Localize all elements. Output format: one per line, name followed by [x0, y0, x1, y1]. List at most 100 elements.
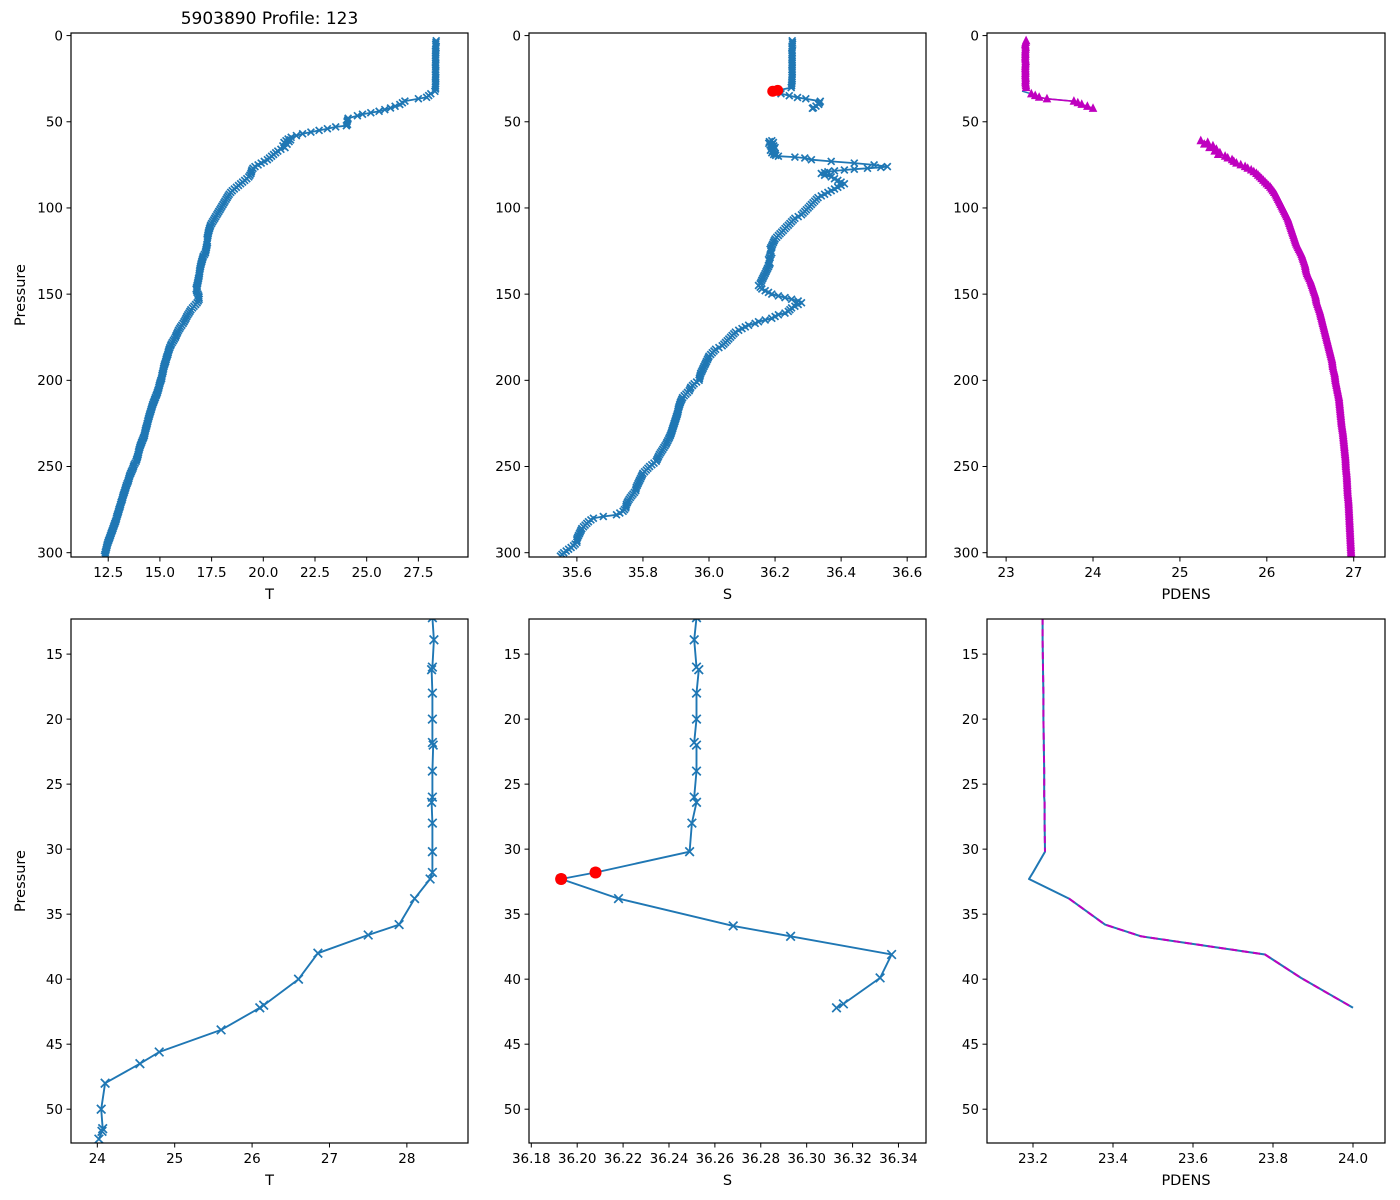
x-tick-label: 26	[1258, 565, 1275, 581]
triangle-marker	[1088, 103, 1098, 112]
axes-density-profile-zoom: 23.2 23.4 23.6 23.8 24.0 15 20 25 30 35 40 45 50 PDEN…	[962, 647, 1368, 1189]
axes-frame	[528, 32, 927, 558]
y-tick-label: 40	[504, 972, 521, 988]
x-tick-label: 27.5	[403, 565, 433, 581]
y-tick-label: 50	[46, 1102, 63, 1118]
x-tick-label: 36.22	[604, 1151, 643, 1167]
x-tick-label: 36.18	[512, 1151, 551, 1167]
x-tick-label: 23.8	[1258, 1151, 1288, 1167]
x-axis-label: T	[264, 587, 274, 603]
x-tick-label: 28	[398, 1151, 415, 1167]
series-salinity	[556, 36, 892, 557]
x-tick-label: 12.5	[93, 565, 123, 581]
x-tick-label: 27	[321, 1151, 338, 1167]
y-tick-label: 100	[953, 201, 979, 217]
y-tick-label: 300	[953, 545, 979, 561]
axes-density-profile-full: 23 24 25 26 27 0 50 100 150 200 250 300 PDENS	[953, 28, 1362, 603]
y-tick-label: 300	[37, 545, 63, 561]
x-tick-label: 35.8	[628, 565, 658, 581]
series-temperature	[100, 36, 441, 557]
y-tick-label: 0	[54, 28, 63, 44]
x-tick-label: 23.2	[1018, 1151, 1048, 1167]
y-tick-label: 20	[504, 712, 521, 728]
y-tick-label: 250	[37, 459, 63, 475]
axes-salinity-profile-full: 35.6 35.8 36.0 36.2 36.4 36.6 0 50 100 150 200 250 3…	[495, 28, 922, 603]
triangle-marker	[1077, 99, 1087, 108]
triangle-marker	[1205, 142, 1214, 152]
x-tick-label: 36.0	[694, 565, 724, 581]
axes-frame	[70, 618, 469, 1144]
series-density-raw-zoom	[1028, 619, 1354, 1009]
y-tick-label: 250	[495, 459, 521, 475]
x-markers	[556, 619, 897, 1013]
y-tick-label: 150	[495, 287, 521, 303]
y-tick-label: 200	[495, 373, 521, 389]
x-axis-label: PDENS	[1161, 587, 1210, 603]
figure-title: 5903890 Profile: 123	[180, 9, 359, 29]
x-tick-label: 25.0	[352, 565, 382, 581]
chart-density-profile-full: 23 24 25 26 27 0 50 100 150 200 250 300 PDENS	[953, 28, 1386, 603]
x-tick-label: 22.5	[300, 565, 330, 581]
y-axis-label: Pressure	[13, 850, 29, 912]
axes-frame	[986, 618, 1386, 1144]
flagged-point-marker	[767, 85, 779, 97]
x-tick-label: 25	[166, 1151, 183, 1167]
axes-salinity-profile-zoom: 36.18 36.20 36.22 36.24 36.26 36.28 36.30 36.32…	[504, 647, 918, 1189]
x-tick-label: 27	[1345, 565, 1362, 581]
y-tick-label: 25	[46, 777, 63, 793]
series-density-adjusted-zoom	[1041, 619, 1354, 1009]
chart-salinity-profile-zoom: 36.18 36.20 36.22 36.24 36.26 36.28 36.30 36.32…	[504, 618, 927, 1189]
series-temperature-zoom	[93, 619, 439, 1143]
y-axis-label: Pressure	[13, 264, 29, 326]
x-axis-label: S	[723, 1173, 732, 1189]
x-axis-label: T	[264, 1173, 274, 1189]
y-tick-label: 0	[970, 28, 979, 44]
x-tick-label: 24	[89, 1151, 106, 1167]
x-tick-label: 36.30	[787, 1151, 826, 1167]
chart-temperature-profile-zoom: 24 25 26 27 28 15 20 25 30 35 40 45 50 T Pressure	[13, 618, 469, 1189]
series-salinity-zoom	[556, 619, 897, 1013]
x-tick-label: 15.0	[145, 565, 175, 581]
triangle-marker	[1042, 93, 1052, 103]
x-axis-label: S	[723, 587, 732, 603]
x-markers	[100, 36, 441, 557]
y-tick-label: 15	[46, 647, 63, 663]
axes-frame	[986, 32, 1386, 558]
y-tick-label: 15	[504, 647, 521, 663]
x-markers	[768, 36, 825, 113]
triangle-marker	[1213, 149, 1223, 159]
y-tick-label: 20	[46, 712, 63, 728]
x-tick-label: 36.34	[879, 1151, 918, 1167]
triangle-marker	[1199, 139, 1209, 148]
x-tick-label: 36.26	[696, 1151, 735, 1167]
x-tick-label: 23.6	[1178, 1151, 1208, 1167]
series-salinity-flagged-points-zoom	[555, 866, 602, 886]
y-tick-label: 45	[504, 1037, 521, 1053]
y-tick-label: 40	[46, 972, 63, 988]
x-tick-label: 36.28	[741, 1151, 780, 1167]
y-tick-label: 200	[953, 373, 979, 389]
y-tick-label: 35	[46, 907, 63, 923]
x-tick-label: 36.2	[760, 565, 790, 581]
y-tick-label: 300	[495, 545, 521, 561]
x-axis-label: PDENS	[1161, 1173, 1210, 1189]
y-tick-label: 35	[962, 907, 979, 923]
x-tick-label: 23	[998, 565, 1015, 581]
chart-temperature-profile-full: 12.5 15.0 17.5 20.0 22.5 25.0 27.5 0 50 100 150 200…	[13, 28, 469, 603]
chart-density-profile-zoom: 23.2 23.4 23.6 23.8 24.0 15 20 25 30 35 40 45 50 PDEN…	[962, 618, 1386, 1189]
flagged-point-marker	[589, 866, 602, 879]
axes-temperature-profile-zoom: 24 25 26 27 28 15 20 25 30 35 40 45 50 T Pressure	[13, 647, 415, 1189]
y-tick-label: 150	[37, 287, 63, 303]
y-tick-label: 40	[962, 972, 979, 988]
x-tick-label: 35.6	[562, 565, 592, 581]
x-markers	[93, 619, 439, 1143]
x-markers	[556, 136, 892, 557]
y-tick-label: 50	[962, 114, 979, 130]
triangle-marker	[1034, 92, 1044, 101]
y-tick-label: 45	[46, 1037, 63, 1053]
flagged-point-marker	[555, 873, 568, 886]
axes-frame	[70, 32, 469, 558]
x-tick-label: 36.4	[826, 565, 856, 581]
